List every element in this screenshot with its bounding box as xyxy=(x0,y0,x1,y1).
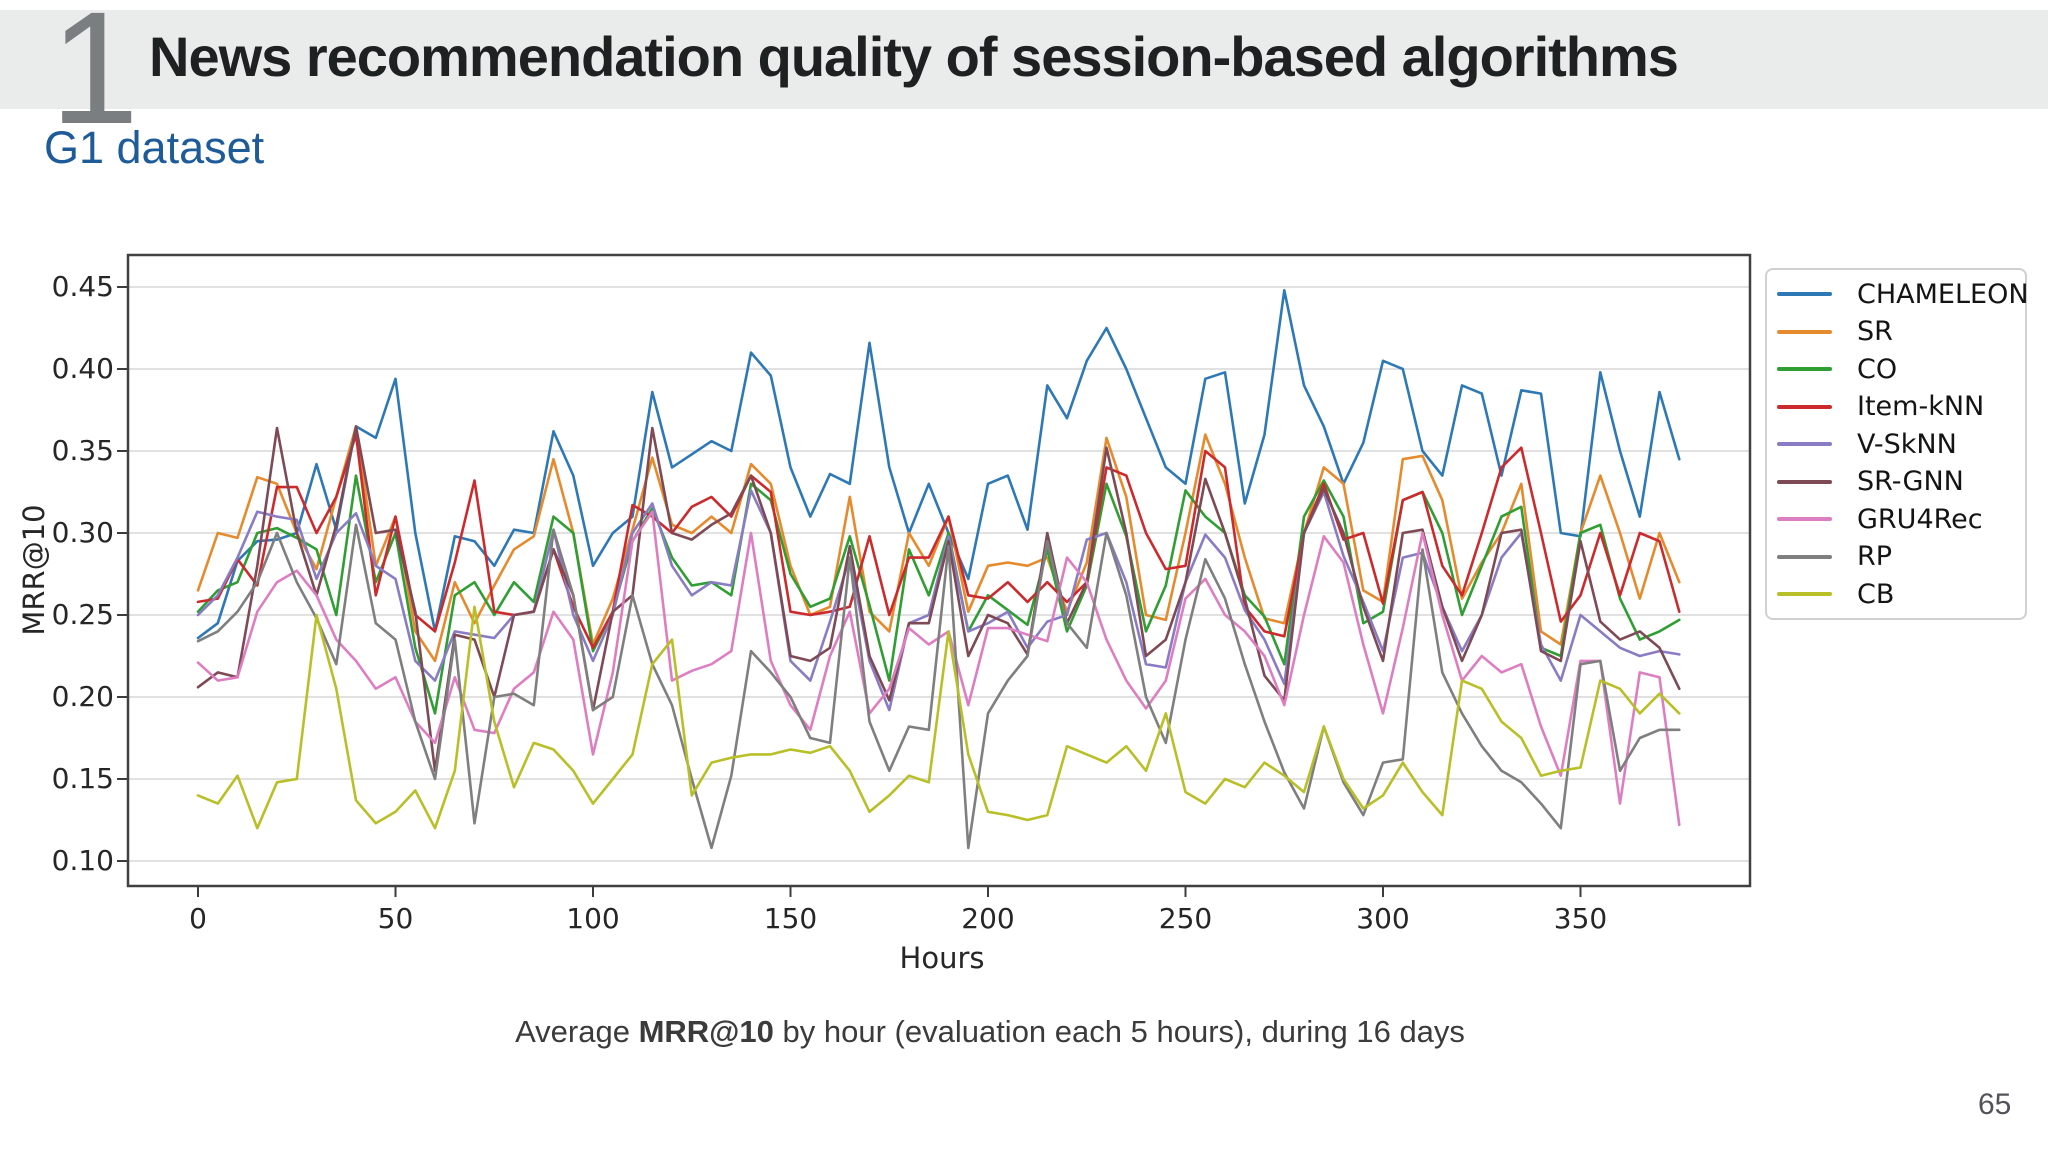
caption-metric: MRR@10 xyxy=(638,1014,774,1049)
plot-frame xyxy=(126,253,1752,888)
chart-legend: CHAMELEON SR CO Item-kNN V-SkNN SR-GNN GRU4Rec… xyxy=(1765,268,2029,620)
legend-line-swatch xyxy=(1777,442,1832,446)
series-line-sr xyxy=(196,425,1681,663)
page-number: 65 xyxy=(1978,1088,2012,1121)
legend-item: CHAMELEON xyxy=(1767,279,2029,310)
legend-label: V-SkNN xyxy=(1857,428,1957,460)
legend-item: Item-kNN xyxy=(1767,391,2025,422)
x-axis-label: Hours xyxy=(899,941,985,975)
legend-item: SR xyxy=(1767,316,2025,347)
y-tick-label: 0.30 xyxy=(51,516,114,549)
y-tick-label: 0.45 xyxy=(51,270,114,303)
legend-item: V-SkNN xyxy=(1767,429,2025,460)
legend-line-swatch xyxy=(1777,292,1832,296)
dataset-subtitle: G1 dataset xyxy=(44,122,265,173)
y-tick-label: 0.40 xyxy=(51,352,114,385)
y-tick-label: 0.10 xyxy=(51,844,114,877)
x-tick-label: 350 xyxy=(1553,902,1608,935)
legend-label: SR xyxy=(1857,316,1893,347)
x-tick-label: 50 xyxy=(377,902,414,935)
x-tick-label: 0 xyxy=(189,902,207,935)
legend-item: CO xyxy=(1767,354,2025,385)
slide-title: News recommendation quality of session-b… xyxy=(149,25,1679,88)
legend-line-swatch xyxy=(1777,404,1832,409)
x-tick-label: 250 xyxy=(1158,902,1213,935)
x-tick-label: 300 xyxy=(1356,902,1410,935)
legend-label: GRU4Rec xyxy=(1857,503,1983,535)
legend-label: CHAMELEON xyxy=(1857,278,2029,310)
legend-label: CB xyxy=(1857,578,1895,610)
legend-line-swatch xyxy=(1777,554,1832,559)
x-tick-label: 200 xyxy=(961,902,1015,935)
legend-line-swatch xyxy=(1777,367,1832,371)
legend-label: RP xyxy=(1857,541,1893,572)
legend-line-swatch xyxy=(1777,479,1832,484)
legend-label: Item-kNN xyxy=(1857,391,1985,422)
legend-line-swatch xyxy=(1777,592,1832,596)
caption-suffix: by hour (evaluation each 5 hours), durin… xyxy=(773,1014,1465,1049)
legend-label: SR-GNN xyxy=(1857,466,1964,497)
y-tick-label: 0.35 xyxy=(51,434,114,467)
legend-label: CO xyxy=(1857,353,1898,385)
slide-number-badge: 1 xyxy=(50,0,139,157)
series-line-cb xyxy=(196,605,1681,830)
chart-caption: Average MRR@10 by hour (evaluation each … xyxy=(0,1014,1980,1050)
series-line-rp xyxy=(196,523,1681,850)
y-tick-label: 0.15 xyxy=(51,762,114,795)
legend-item: GRU4Rec xyxy=(1767,504,2025,535)
series-line-v-sknn xyxy=(196,489,1681,712)
series-line-item-knn xyxy=(196,433,1681,650)
y-tick-label: 0.20 xyxy=(51,680,114,713)
legend-item: SR-GNN xyxy=(1767,466,2025,497)
caption-prefix: Average xyxy=(515,1014,639,1049)
legend-line-swatch xyxy=(1777,517,1832,521)
legend-item: CB xyxy=(1767,579,2025,610)
legend-item: RP xyxy=(1767,541,2025,572)
header-band xyxy=(0,10,2048,109)
legend-line-swatch xyxy=(1777,329,1832,334)
y-tick-label: 0.25 xyxy=(51,598,114,631)
x-tick-label: 150 xyxy=(763,902,818,935)
series-line-chameleon xyxy=(196,288,1681,640)
x-tick-label: 100 xyxy=(566,902,620,935)
